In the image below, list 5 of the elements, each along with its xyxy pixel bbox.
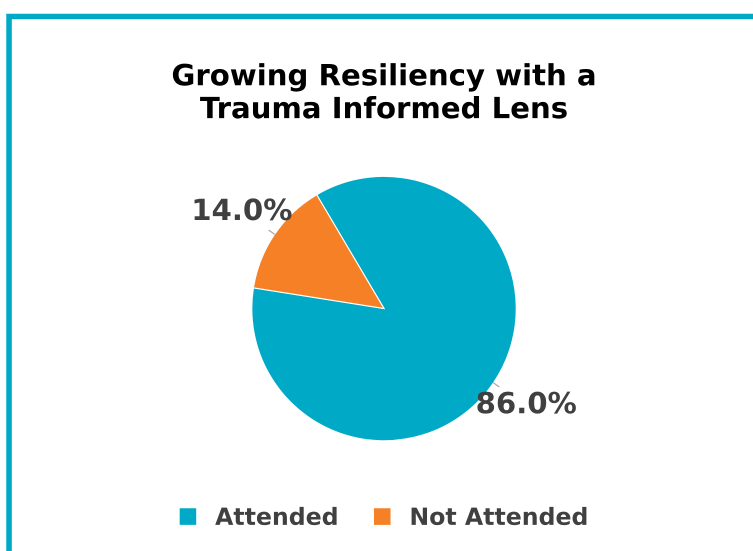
legend-label: Attended [215,506,337,526]
data-label: 86.0% [477,392,576,414]
data-label: 14.0% [194,198,292,220]
chart-title: Growing Resiliency with a Trauma Informed Lens [172,63,594,119]
legend-label: Not Attended [412,506,586,526]
